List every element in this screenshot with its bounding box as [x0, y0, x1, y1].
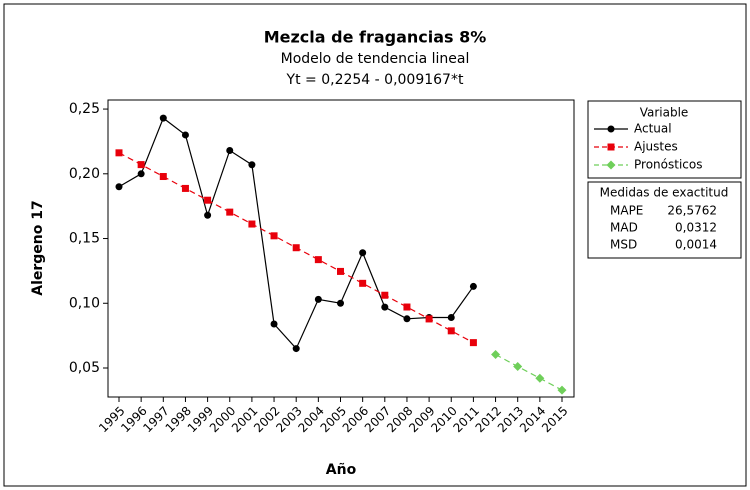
data-point [447, 327, 455, 335]
x-axis-label: Año [326, 462, 357, 478]
legend-marker [606, 160, 616, 170]
y-axis-label: Alergeno 17 [30, 200, 46, 296]
series-line [495, 354, 563, 391]
data-point [403, 303, 411, 311]
data-point [425, 315, 433, 323]
data-point [115, 149, 123, 157]
data-point [181, 184, 189, 192]
data-point [337, 267, 344, 275]
data-point [314, 295, 322, 303]
accuracy-label: MAPE [610, 204, 643, 218]
accuracy-box [587, 181, 742, 259]
data-point [248, 161, 256, 169]
data-point [292, 345, 300, 353]
y-tick-label: 0,05 [69, 360, 100, 376]
data-point [359, 279, 367, 287]
data-point [469, 339, 477, 347]
accuracy-label: MAD [610, 221, 638, 235]
data-point [447, 314, 455, 322]
data-point [137, 161, 145, 169]
data-point [381, 303, 389, 311]
data-point [381, 291, 389, 299]
legend-label: Pronósticos [634, 158, 702, 172]
legend-label: Actual [634, 122, 672, 136]
accuracy-value: 26,5762 [667, 204, 717, 218]
data-point [115, 183, 123, 191]
data-point [248, 220, 256, 228]
data-point [359, 249, 367, 257]
accuracy-title: Medidas de exactitud [600, 186, 729, 200]
data-point [270, 232, 278, 240]
y-tick-label: 0,20 [69, 166, 100, 182]
data-point [337, 299, 344, 307]
accuracy-value: 0,0014 [675, 238, 717, 252]
data-point [469, 282, 477, 290]
data-point [204, 196, 212, 204]
data-point [159, 173, 167, 181]
legend-label: Ajustes [634, 140, 678, 154]
data-point [226, 208, 234, 216]
equation: Yt = 0,2254 - 0,009167*t [286, 72, 464, 88]
data-point [181, 131, 189, 139]
y-tick-label: 0,15 [69, 231, 100, 247]
data-point [557, 385, 567, 395]
chart-title: Mezcla de fragancias 8% [264, 28, 487, 47]
data-point [292, 244, 300, 252]
legend-marker [607, 143, 615, 151]
y-tick-label: 0,25 [69, 101, 100, 117]
chart-subtitle: Modelo de tendencia lineal [281, 51, 470, 67]
data-point [226, 146, 234, 154]
data-point [403, 315, 411, 323]
data-point [204, 211, 212, 219]
data-point [270, 320, 278, 328]
legend-title: Variable [640, 106, 689, 120]
data-point [513, 361, 523, 371]
data-point [314, 256, 322, 264]
data-point [491, 350, 501, 360]
data-point [137, 170, 145, 178]
accuracy-label: MSD [610, 238, 637, 252]
data-point [159, 114, 167, 122]
legend-marker [607, 125, 615, 133]
y-tick-label: 0,10 [69, 295, 100, 311]
accuracy-value: 0,0312 [675, 221, 717, 235]
data-point [535, 373, 545, 383]
